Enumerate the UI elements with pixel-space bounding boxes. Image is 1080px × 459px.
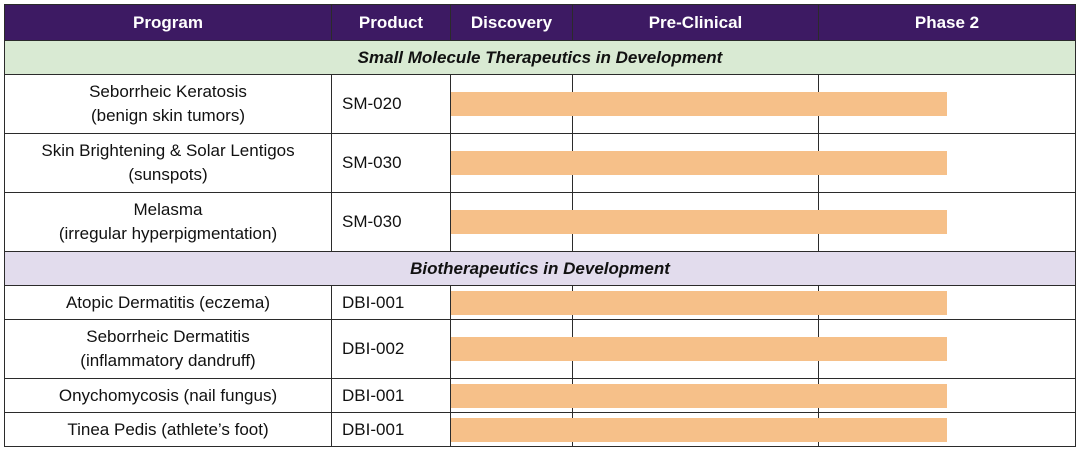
stage-cell (572, 285, 819, 320)
section-row-biotherapeutics: Biotherapeutics in Development (4, 251, 1076, 286)
product-cell: DBI-001 (331, 412, 451, 447)
stage-cell (818, 133, 1076, 193)
stage-cell (818, 378, 1076, 413)
stage-cell (572, 192, 819, 252)
col-header-product: Product (331, 4, 451, 41)
col-header-discovery: Discovery (450, 4, 573, 41)
program-cell: Atopic Dermatitis (eczema) (4, 285, 332, 320)
col-header-phase-2: Phase 2 (818, 4, 1076, 41)
stage-cell (818, 412, 1076, 447)
table-row: Atopic Dermatitis (eczema) DBI-001 (4, 285, 1076, 320)
stage-cell (450, 378, 573, 413)
product-cell: DBI-002 (331, 319, 451, 379)
product-cell: DBI-001 (331, 285, 451, 320)
col-header-program: Program (4, 4, 332, 41)
program-cell: Skin Brightening & Solar Lentigos (sunspo… (4, 133, 332, 193)
section-row-small-molecule: Small Molecule Therapeutics in Developme… (4, 40, 1076, 75)
program-cell: Seborrheic Keratosis (benign skin tumors) (4, 74, 332, 134)
stage-cell (818, 192, 1076, 252)
table-row: Skin Brightening & Solar Lentigos (sunspo… (4, 133, 1076, 193)
program-cell: Onychomycosis (nail fungus) (4, 378, 332, 413)
stage-cell (572, 378, 819, 413)
program-subtitle: (sunspots) (128, 165, 208, 184)
stage-cell (450, 133, 573, 193)
pipeline-table: Program Product Discovery Pre-Clinical P… (4, 4, 1076, 447)
stage-cell (572, 319, 819, 379)
section-title: Small Molecule Therapeutics in Developme… (4, 40, 1076, 75)
stage-cell (450, 285, 573, 320)
product-cell: SM-030 (331, 192, 451, 252)
table-row: Seborrheic Keratosis (benign skin tumors)… (4, 74, 1076, 134)
stage-cell (450, 192, 573, 252)
program-name: Atopic Dermatitis (eczema) (65, 292, 271, 312)
table-row: Melasma (irregular hyperpigmentation) SM-… (4, 192, 1076, 252)
product-cell: SM-020 (331, 74, 451, 134)
program-subtitle: (irregular hyperpigmentation) (58, 224, 278, 243)
stage-cell (818, 319, 1076, 379)
program-cell: Seborrheic Dermatitis (inflammatory dandr… (4, 319, 332, 379)
product-cell: SM-030 (331, 133, 451, 193)
col-header-pre-clinical: Pre-Clinical (572, 4, 819, 41)
program-cell: Melasma (irregular hyperpigmentation) (4, 192, 332, 252)
product-cell: DBI-001 (331, 378, 451, 413)
program-name: Onychomycosis (nail fungus) (58, 385, 278, 405)
stage-cell (450, 319, 573, 379)
program-subtitle: (benign skin tumors) (90, 106, 245, 125)
table-row: Tinea Pedis (athlete’s foot) DBI-001 (4, 412, 1076, 447)
stage-cell (818, 74, 1076, 134)
program-cell: Tinea Pedis (athlete’s foot) (4, 412, 332, 447)
stage-cell (450, 412, 573, 447)
program-name: Tinea Pedis (athlete’s foot) (67, 419, 269, 439)
stage-cell (818, 285, 1076, 320)
program-name: Melasma (133, 200, 203, 219)
program-name: Seborrheic Keratosis (89, 82, 247, 101)
header-row: Program Product Discovery Pre-Clinical P… (4, 4, 1076, 41)
program-name: Seborrheic Dermatitis (86, 327, 250, 346)
program-name: Skin Brightening & Solar Lentigos (41, 141, 295, 160)
table-row: Onychomycosis (nail fungus) DBI-001 (4, 378, 1076, 413)
stage-cell (572, 133, 819, 193)
stage-cell (572, 74, 819, 134)
section-title: Biotherapeutics in Development (4, 251, 1076, 286)
table-row: Seborrheic Dermatitis (inflammatory dandr… (4, 319, 1076, 379)
stage-cell (572, 412, 819, 447)
stage-cell (450, 74, 573, 134)
program-subtitle: (inflammatory dandruff) (80, 351, 256, 370)
